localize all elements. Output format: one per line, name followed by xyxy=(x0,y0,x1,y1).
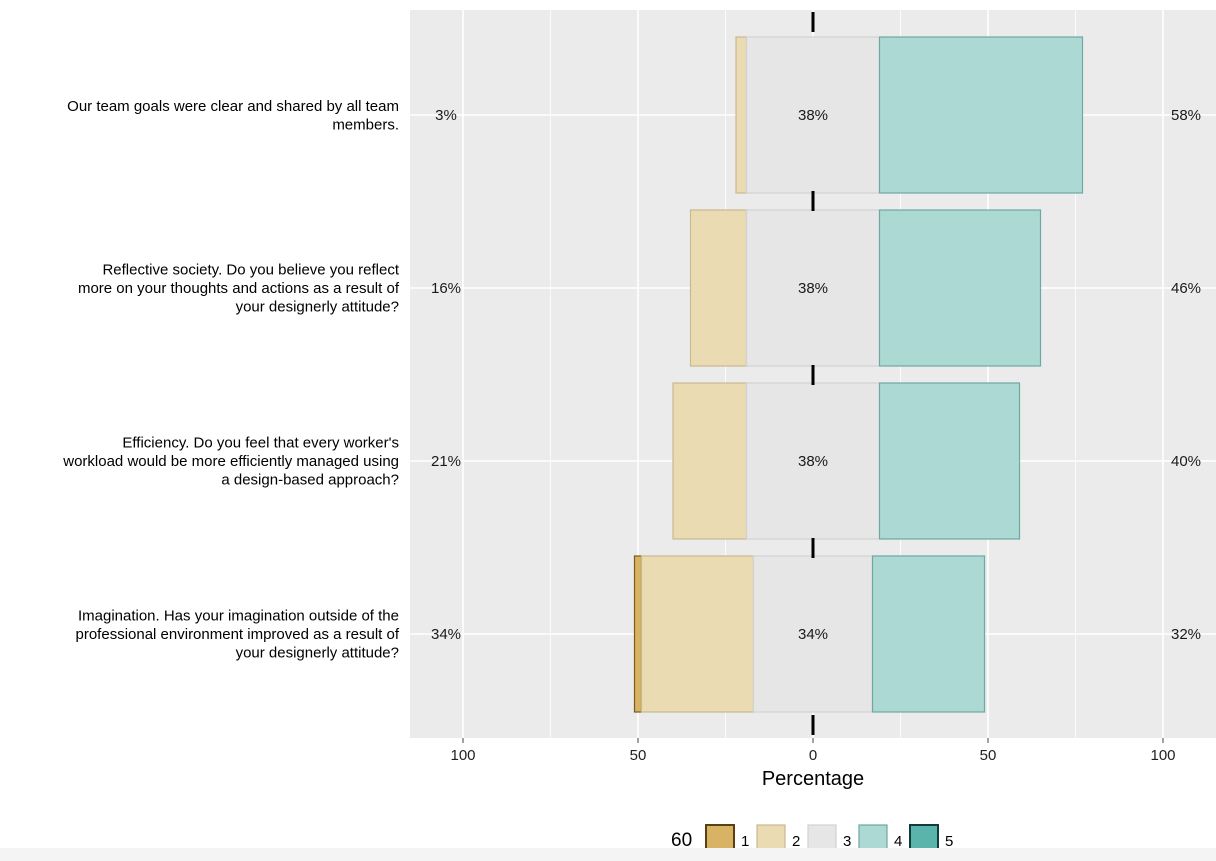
x-tick-label: 100 xyxy=(1150,747,1175,764)
question-label: Reflective society. Do you believe you r… xyxy=(78,262,400,316)
bar-segment-level-3 xyxy=(745,382,881,540)
bar-segment-level-1 xyxy=(633,555,643,713)
legend-title: 60 xyxy=(671,830,692,851)
x-tick-label: 50 xyxy=(980,747,997,764)
x-axis-label: Percentage xyxy=(762,768,864,790)
bar-segment-level-2 xyxy=(689,209,748,367)
bar-segment-level-4 xyxy=(878,382,1021,540)
bar-segment-level-2 xyxy=(735,36,748,194)
left-percent-label: 21% xyxy=(431,453,461,470)
right-percent-label: 46% xyxy=(1171,280,1201,297)
left-percent-label: 3% xyxy=(435,107,457,124)
center-percent-label: 38% xyxy=(798,453,828,470)
legend-label-level-3: 3 xyxy=(843,833,851,850)
right-percent-label: 32% xyxy=(1171,626,1201,643)
bar-segment-level-4 xyxy=(871,555,986,713)
footer-strip xyxy=(0,848,1216,861)
x-axis: 100 50 0 50 100 xyxy=(450,738,1176,764)
labels: Our team goals were clear and shared by … xyxy=(62,98,1201,662)
bar-segment-level-4 xyxy=(878,36,1084,194)
question-label: Our team goals were clear and shared by … xyxy=(67,98,399,134)
x-tick-label: 50 xyxy=(630,747,647,764)
legend-label-level-1: 1 xyxy=(741,833,749,850)
right-percent-label: 58% xyxy=(1171,107,1201,124)
right-percent-label: 40% xyxy=(1171,453,1201,470)
legend-label-level-5: 5 xyxy=(945,833,953,850)
legend-label-level-4: 4 xyxy=(894,833,902,850)
bar-segment-level-3 xyxy=(745,209,881,367)
x-tick-label: 0 xyxy=(809,747,817,764)
left-percent-label: 34% xyxy=(431,626,461,643)
center-percent-label: 38% xyxy=(798,280,828,297)
bar-segment-level-3 xyxy=(752,555,874,713)
question-label: Imagination. Has your imagination outsid… xyxy=(76,608,400,662)
bars xyxy=(633,12,1084,735)
question-label: Efficiency. Do you feel that every worke… xyxy=(62,435,399,489)
bar-segment-level-4 xyxy=(878,209,1042,367)
bar-segment-level-2 xyxy=(672,382,748,540)
left-percent-label: 16% xyxy=(431,280,461,297)
center-percent-label: 38% xyxy=(798,107,828,124)
bar-segment-level-2 xyxy=(640,555,755,713)
legend-label-level-2: 2 xyxy=(792,833,800,850)
x-tick-label: 100 xyxy=(450,747,475,764)
center-percent-label: 34% xyxy=(798,626,828,643)
